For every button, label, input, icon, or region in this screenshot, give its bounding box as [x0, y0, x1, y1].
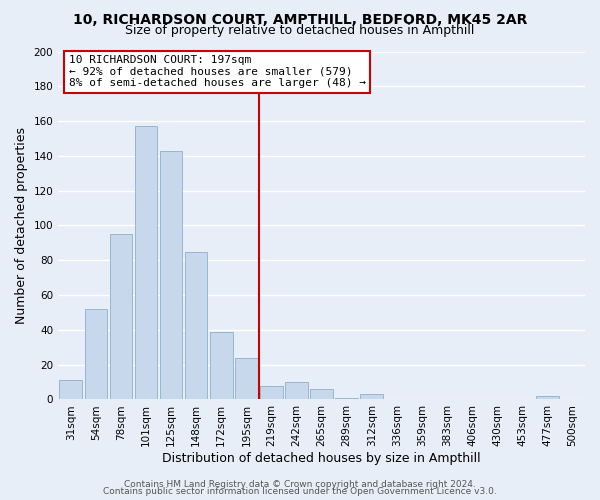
Y-axis label: Number of detached properties: Number of detached properties: [15, 127, 28, 324]
Bar: [235, 358, 257, 400]
Text: Size of property relative to detached houses in Ampthill: Size of property relative to detached ho…: [125, 24, 475, 37]
Bar: [134, 126, 157, 400]
Bar: [361, 394, 383, 400]
Bar: [536, 396, 559, 400]
Text: 10, RICHARDSON COURT, AMPTHILL, BEDFORD, MK45 2AR: 10, RICHARDSON COURT, AMPTHILL, BEDFORD,…: [73, 12, 527, 26]
Bar: [310, 389, 333, 400]
Bar: [110, 234, 132, 400]
Bar: [210, 332, 233, 400]
Bar: [85, 309, 107, 400]
Bar: [59, 380, 82, 400]
Bar: [260, 386, 283, 400]
Bar: [185, 252, 208, 400]
Text: 10 RICHARDSON COURT: 197sqm
← 92% of detached houses are smaller (579)
8% of sem: 10 RICHARDSON COURT: 197sqm ← 92% of det…: [69, 55, 366, 88]
Bar: [160, 150, 182, 400]
Text: Contains public sector information licensed under the Open Government Licence v3: Contains public sector information licen…: [103, 487, 497, 496]
Text: Contains HM Land Registry data © Crown copyright and database right 2024.: Contains HM Land Registry data © Crown c…: [124, 480, 476, 489]
Bar: [285, 382, 308, 400]
X-axis label: Distribution of detached houses by size in Ampthill: Distribution of detached houses by size …: [162, 452, 481, 465]
Bar: [335, 398, 358, 400]
